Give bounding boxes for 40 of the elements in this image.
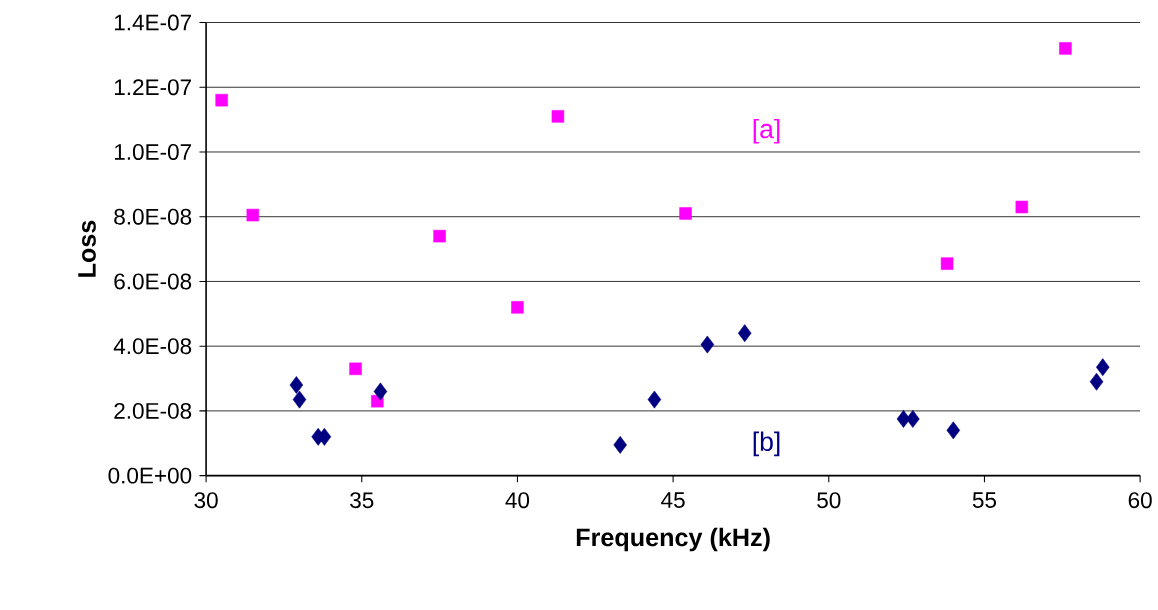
x-tick-label: 55 — [972, 492, 997, 508]
y-tick-label: 4.0E-08 — [113, 338, 192, 355]
x-tick-label: 45 — [661, 492, 685, 508]
text: [b] — [753, 431, 780, 457]
x-tick-label: 30 — [194, 492, 218, 509]
point — [551, 110, 565, 123]
y-tick-label: 1.4E-07 — [114, 14, 191, 31]
point — [906, 410, 920, 428]
point — [1015, 200, 1029, 214]
x-tick-label: 50 — [817, 492, 841, 509]
point — [946, 421, 961, 440]
y-tick-label: 2.0E-08 — [114, 402, 192, 419]
y-axis-title: Loss — [78, 220, 96, 277]
point — [1096, 358, 1110, 377]
y-tick-label: 0.0E+00 — [108, 467, 192, 484]
point — [511, 301, 524, 314]
point — [433, 229, 446, 243]
point — [1059, 42, 1072, 55]
point — [215, 93, 228, 107]
point — [292, 390, 307, 409]
point — [679, 207, 692, 220]
point — [1089, 372, 1104, 391]
point — [349, 362, 362, 375]
point — [737, 324, 752, 343]
x-axis-title: Frequency (kHz) — [576, 527, 770, 552]
text: [a] — [753, 118, 780, 144]
y-tick-label: 8.0E-08 — [114, 208, 192, 225]
x-tick-label: 60 — [1128, 492, 1152, 509]
point — [289, 376, 304, 394]
point — [940, 257, 954, 270]
y-tick-label: 1.2E-07 — [114, 79, 191, 96]
x-tick-label: 40 — [505, 492, 530, 509]
x-tick-label: 35 — [350, 492, 374, 509]
y-tick-label: 1.0E-07 — [114, 143, 191, 160]
point — [246, 208, 260, 222]
point — [647, 390, 662, 409]
point — [613, 435, 627, 454]
point — [373, 382, 388, 401]
point — [700, 335, 715, 354]
y-tick-label: 6.0E-08 — [114, 273, 192, 290]
